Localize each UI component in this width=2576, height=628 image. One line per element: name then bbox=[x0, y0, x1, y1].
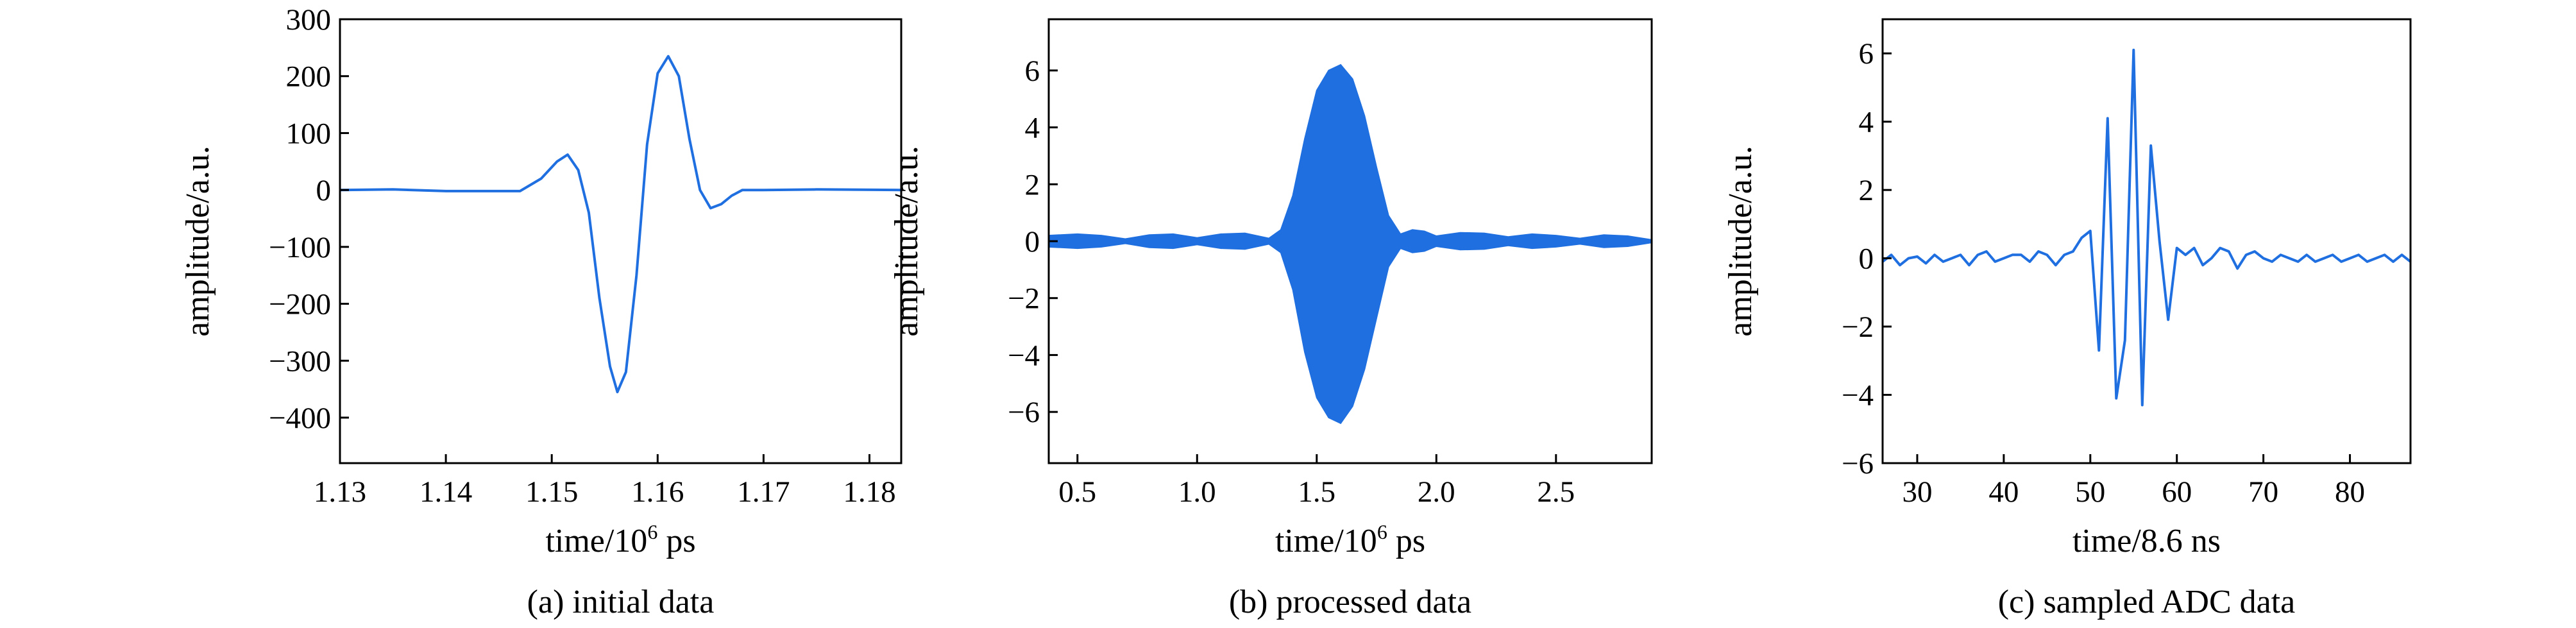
panel-a-x-tick-label: 1.16 bbox=[631, 475, 684, 509]
panel-b-y-ticks: 6 4 2 0 −2 −4 −6 bbox=[1008, 55, 1058, 429]
panel-a-y-tick-label: 300 bbox=[286, 3, 332, 37]
panel-a-x-tick-label: 1.14 bbox=[419, 475, 472, 509]
panel-a-y-tick-label: 100 bbox=[286, 117, 332, 150]
panel-a-x-label: time/106 ps bbox=[545, 520, 695, 559]
panel-b-y-tick-label: −2 bbox=[1008, 282, 1040, 316]
panel-c-x-ticks: 30 40 50 60 70 80 bbox=[1902, 454, 2365, 509]
panel-c-y-tick-label: −6 bbox=[1842, 447, 1874, 480]
panel-b-x-tick-label: 2.0 bbox=[1418, 475, 1455, 509]
panel-c-y-ticks: 6 4 2 0 −2 −4 −6 bbox=[1842, 37, 1892, 480]
panel-a-x-tick-label: 1.13 bbox=[314, 475, 366, 509]
panel-b-x-ticks: 0.5 1.0 1.5 2.0 2.5 bbox=[1058, 454, 1575, 509]
panel-b-x-tick-label: 1.0 bbox=[1178, 475, 1216, 509]
panel-c: 30 40 50 60 70 80 6 4 2 0 −2 −4 −6 time/8.6 ns ampl… bbox=[1722, 18, 2412, 620]
panel-c-frame bbox=[1881, 18, 2412, 464]
panel-c-y-tick-label: −2 bbox=[1842, 310, 1874, 344]
panel-b-x-label: time/106 ps bbox=[1275, 520, 1425, 559]
panel-a-x-ticks: 1.13 1.14 1.15 1.16 1.17 1.18 bbox=[314, 454, 896, 509]
panel-c-y-tick-label: 4 bbox=[1859, 106, 1874, 139]
panel-c-x-label: time/8.6 ns bbox=[2072, 523, 2221, 559]
panel-b-x-tick-label: 0.5 bbox=[1058, 475, 1096, 509]
panel-b-y-tick-label: 2 bbox=[1025, 168, 1040, 201]
panel-a-y-ticks: 300 200 100 0 −100 −200 −300 −400 bbox=[269, 3, 349, 435]
panel-c-x-tick-label: 80 bbox=[2335, 475, 2365, 509]
panel-a-y-tick-label: −300 bbox=[269, 344, 331, 378]
panel-a-signal-line bbox=[339, 55, 902, 394]
panel-c-x-tick-label: 50 bbox=[2075, 475, 2105, 509]
panel-b: 0.5 1.0 1.5 2.0 2.5 6 4 2 0 −2 −4 −6 time/106 ps a… bbox=[888, 18, 1653, 620]
panel-b-plot-area bbox=[1048, 64, 1652, 425]
panel-a-x-tick-label: 1.15 bbox=[525, 475, 578, 509]
panel-a-y-label: amplitude/a.u. bbox=[180, 146, 216, 336]
panel-c-caption: (c) sampled ADC data bbox=[1998, 584, 2296, 620]
panel-a-y-tick-label: 200 bbox=[286, 60, 332, 94]
panel-a-y-tick-label: −400 bbox=[269, 402, 331, 435]
panel-c-y-tick-label: 2 bbox=[1859, 174, 1874, 207]
panel-c-y-label: amplitude/a.u. bbox=[1722, 146, 1759, 336]
panel-a: 1.13 1.14 1.15 1.16 1.17 1.18 300 200 100 0 −100 −… bbox=[180, 3, 902, 620]
panel-c-x-tick-label: 70 bbox=[2248, 475, 2278, 509]
panel-b-caption: (b) processed data bbox=[1229, 584, 1471, 620]
panel-a-plot-area bbox=[339, 55, 902, 394]
panel-c-y-tick-label: 6 bbox=[1859, 37, 1874, 71]
panel-a-y-tick-label: −200 bbox=[269, 288, 331, 321]
panel-c-x-tick-label: 60 bbox=[2162, 475, 2192, 509]
panel-c-x-tick-label: 40 bbox=[1988, 475, 2019, 509]
panel-c-signal-line bbox=[1881, 48, 2412, 407]
panel-c-plot-area bbox=[1881, 48, 2412, 407]
panel-a-caption: (a) initial data bbox=[527, 584, 715, 620]
panel-c-y-tick-label: 0 bbox=[1859, 242, 1874, 276]
panel-b-y-tick-label: 6 bbox=[1025, 55, 1040, 88]
panel-a-x-tick-label: 1.17 bbox=[737, 475, 790, 509]
panel-a-y-tick-label: −100 bbox=[269, 231, 331, 264]
panel-b-y-tick-label: −4 bbox=[1008, 339, 1040, 372]
panel-b-x-tick-label: 2.5 bbox=[1537, 475, 1575, 509]
panel-a-frame bbox=[339, 18, 902, 464]
panel-c-x-tick-label: 30 bbox=[1902, 475, 1932, 509]
panel-a-y-tick-label: 0 bbox=[316, 174, 332, 207]
panel-b-y-tick-label: −6 bbox=[1008, 396, 1040, 429]
panel-b-y-label: amplitude/a.u. bbox=[888, 146, 925, 336]
panel-b-y-tick-label: 0 bbox=[1025, 225, 1040, 259]
panel-b-signal-envelope bbox=[1048, 64, 1652, 425]
panel-b-x-tick-label: 1.5 bbox=[1298, 475, 1335, 509]
panel-c-y-tick-label: −4 bbox=[1842, 379, 1874, 412]
panel-b-y-tick-label: 4 bbox=[1025, 112, 1040, 145]
panel-a-x-tick-label: 1.18 bbox=[843, 475, 895, 509]
